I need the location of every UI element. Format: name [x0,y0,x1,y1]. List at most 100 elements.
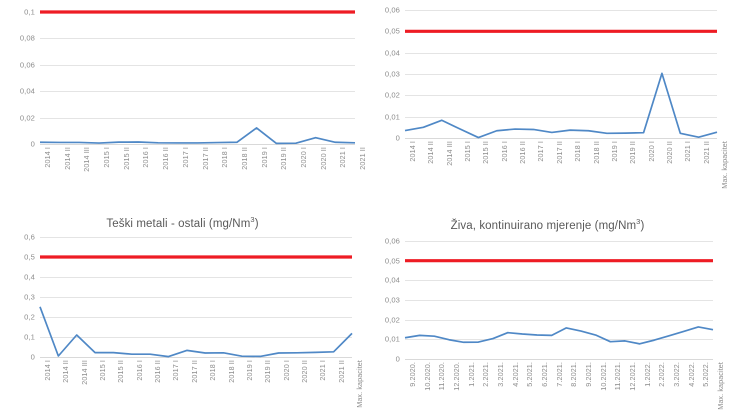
y-axis-tick-label: 0,03 [384,69,400,79]
data-line [39,306,353,358]
x-axis-tick-label: Max. kapacitet [720,141,729,189]
x-axis-tick-label: 2017 I [171,360,181,381]
x-axis-tick-label: 2015 II [481,141,491,164]
x-axis-tick-label: 2016 II [518,141,528,164]
x-axis-tick-label: 2017 I [536,141,546,162]
x-axis-tick-label: 2018 I [220,147,230,168]
x-axis-tick-label: Max. kapacitet [355,360,364,408]
x-axis: 2014 I 2014 II 2014 III 2015 I 2015 II 2016 I… [405,138,729,202]
x-axis-tick-label: 2020 II [318,147,328,170]
x-axis-tick-label: 2017 I [180,147,190,168]
x-axis-tick-label: 12.2020. [452,362,461,391]
x-axis-tick-label: 2018 I [573,141,583,162]
y-axis-tick-label: 0,4 [24,272,35,282]
x-axis-tick-label: Max. kapacitet [716,362,725,410]
y-axis-tick-label: 0,01 [384,112,400,122]
y-axis-tick-label: 0,08 [19,33,35,43]
x-axis-tick-label: 2020 I [298,147,308,168]
chart-panel-top-right: 0 0,01 0,02 0,03 0,04 0,05 0,06 2014 I 2014 II 20… [365,0,730,205]
x-axis-tick-label: 5.2021. [525,362,535,387]
x-axis-tick-label: 2016 I [134,360,144,381]
x-axis-tick-label: 2018 I [208,360,218,381]
x-axis-tick-label: 2.2021. [481,362,491,387]
x-axis-tick-label: 2021 I [318,360,328,381]
x-axis-tick-label: 2.2022. [657,362,667,387]
x-axis-tick-label: 2015 I [98,360,108,381]
x-axis-tick-label: 12.2021. [628,362,637,391]
chart-panel-top-left: 0 0,02 0,04 0,06 0,08 0,1 2014 I 2014 II 2014 II… [0,0,365,205]
x-axis-tick-label: 2021 II [701,141,711,164]
y-axis-tick-label: 0,04 [384,48,400,58]
plot-area-bottom-left: 0 0,1 0,2 0,3 0,4 0,5 0,6 2014 I 2014 II 2014 III… [24,233,364,408]
x-axis-tick-label: 9.2020. [408,362,417,387]
series-canvas [39,255,353,358]
x-axis-tick-label: 11.2021. [613,362,623,391]
data-line [404,72,718,139]
x-axis-tick-label: 2015 II [121,147,131,170]
y-axis-tick-label: 0,1 [24,332,35,342]
y-axis-tick-label: 0,02 [384,315,400,325]
y-axis-tick-label: 0,05 [384,26,400,36]
x-axis-tick-label: 2020 II [664,141,674,164]
y-axis-tick-label: 0,1 [24,7,35,17]
y-axis-tick-label: 0,2 [24,312,35,322]
y-axis-tick-label: 0,6 [24,232,35,242]
series-canvas [404,29,718,139]
x-axis-tick-label: 8.2021. [569,362,579,387]
y-axis-tick-label: 0,06 [384,236,400,246]
x-axis-tick-label: 2015 I [102,147,112,168]
x-axis-tick-label: 4.2021. [510,362,520,387]
title-superscript: 3 [636,217,641,226]
x-axis: 2014 I 2014 II 2014 III 2015 I 2015 II 2016 I… [40,357,364,410]
x-axis-tick-label: 2019 I [244,360,254,381]
x-axis-tick-label: 2020 I [281,360,291,381]
x-axis-tick-label: 2017 II [189,360,199,383]
x-axis-tick-label: 2021 II [358,147,365,170]
plot-area-top-right: 0 0,01 0,02 0,03 0,04 0,05 0,06 2014 I 2014 II 20… [385,6,729,189]
chart-title-bottom-left: Teški metali - ostali (mg/Nm3) [106,215,259,230]
x-axis: 9.2020. 10.2020. 11.2020. 12.2020. 1.2021. 2.… [405,359,725,410]
x-axis-tick-label: 2014 I [408,141,417,162]
x-axis-tick-label: 2017 II [554,141,564,164]
series-canvas [39,10,356,145]
y-axis-tick-label: 0,04 [19,86,35,96]
y-axis-tick-label: 0 [395,354,400,364]
x-axis-tick-label: 2016 I [499,141,509,162]
x-axis-tick-label: 2014 I [43,147,52,168]
x-axis-tick-label: 3.2022. [672,362,681,387]
x-axis-tick-label: 2016 II [153,360,163,383]
x-axis-tick-label: 2014 II [426,141,436,164]
x-axis-tick-label: 2016 I [141,147,151,168]
x-axis-tick-label: 2014 I [43,360,52,381]
x-axis-tick-label: 2017 II [200,147,210,170]
x-axis-tick-label: 2021 I [338,147,348,168]
x-axis-tick-label: 1.2021. [466,362,476,387]
y-axis-tick-label: 0,06 [384,5,400,15]
x-axis: 2014 I 2014 II 2014 III 2015 I 2015 II 2016 I… [40,144,365,205]
y-axis-tick-label: 0,01 [384,334,400,344]
chart-panel-bottom-right: Živa, kontinuirano mjerenje (mg/Nm3) 0 0,… [365,205,730,410]
x-axis-tick-label: 2014 II [62,147,72,170]
data-line [39,127,356,145]
x-axis-tick-label: 11.2020. [437,362,447,391]
x-axis-tick-label: 2021 I [683,141,693,162]
x-axis-tick-label: 2014 III [79,360,89,385]
chart-panel-bottom-left: Teški metali - ostali (mg/Nm3) 0 0,1 0,2 0,… [0,205,365,410]
x-axis-tick-label: 1.2022. [642,362,652,387]
y-axis-tick-label: 0 [395,133,400,143]
x-axis-tick-label: 10.2020. [422,362,432,391]
x-axis-tick-label: 2019 I [259,147,269,168]
series-canvas [404,259,714,345]
y-axis-tick-label: 0 [30,139,35,149]
x-axis-tick-label: 2019 II [628,141,638,164]
y-axis-tick-label: 0 [30,352,35,362]
x-axis-tick-label: 2016 II [161,147,171,170]
y-axis-tick-label: 0,02 [384,90,400,100]
x-axis-tick-label: 2019 I [609,141,619,162]
y-axis-tick-label: 0,06 [19,60,35,70]
y-axis-tick-label: 0,02 [19,113,35,123]
x-axis-tick-label: 3.2021. [496,362,505,387]
x-axis-tick-label: 6.2021. [540,362,549,387]
data-line [404,326,714,345]
